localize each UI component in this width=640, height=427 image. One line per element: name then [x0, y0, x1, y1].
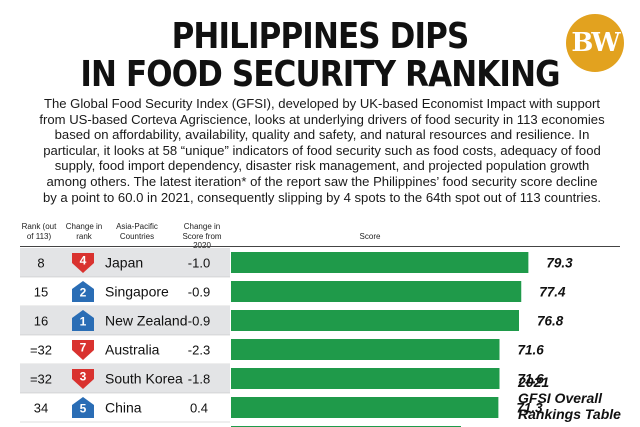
- caption-line-1: 2021: [518, 374, 550, 390]
- rank-change-value: 4: [80, 254, 87, 268]
- title-line-1: PHILIPPINES DIPS: [171, 16, 470, 57]
- header-country: Asia-Pacific Countries: [116, 222, 158, 241]
- score-bar: [231, 281, 522, 302]
- rank-value: 16: [34, 314, 48, 329]
- score-change-value: -1.8: [188, 372, 210, 387]
- page-title: PHILIPPINES DIPS IN FOOD SECURITY RANKIN…: [45, 18, 595, 94]
- row-background: [20, 306, 230, 335]
- rank-value: =32: [30, 372, 52, 387]
- rank-up-arrow-icon: [72, 397, 94, 418]
- score-change-value: -0.9: [188, 314, 210, 329]
- rank-down-arrow-icon: [72, 369, 94, 389]
- score-bar: [231, 397, 499, 418]
- caption-line-3: Rankings Table: [518, 406, 621, 422]
- header-score: Score: [359, 232, 381, 241]
- header-change-rank: Change in rank: [65, 222, 103, 241]
- row-background: [20, 364, 230, 393]
- score-label: 79.3: [546, 256, 573, 271]
- rank-value: 34: [34, 401, 48, 416]
- score-bar: [231, 339, 500, 360]
- rank-down-arrow-icon: [72, 340, 94, 360]
- score-label: 77.4: [539, 285, 566, 300]
- caption-line-2: GFSI Overall: [518, 390, 603, 406]
- country-name: New Zealand: [105, 313, 188, 329]
- rank-up-arrow-icon: [72, 281, 94, 302]
- score-label: 71.6: [518, 372, 545, 387]
- rank-value: 15: [34, 285, 48, 300]
- country-name: Australia: [105, 342, 160, 358]
- description-line: from US-based Corteva Agriscience, looks…: [39, 111, 605, 127]
- rank-change-value: 5: [80, 402, 87, 416]
- rank-value: 8: [37, 256, 44, 271]
- chart-caption: 2021 GFSI Overall Rankings Table: [518, 374, 638, 422]
- score-change-value: 0.4: [190, 401, 208, 416]
- rank-down-arrow-icon: [72, 253, 94, 273]
- rank-change-value: 1: [80, 315, 87, 329]
- row-background: [20, 248, 230, 277]
- description-line: supply, food import dependency, disaster…: [54, 158, 590, 174]
- description: The Global Food Security Index (GFSI), d…: [30, 96, 614, 205]
- header-change-score: Change in Score from 2020: [182, 222, 222, 250]
- description-line: among others. The latest iteration* of t…: [46, 173, 598, 189]
- score-label: 71.3: [516, 401, 543, 416]
- rank-change-value: 3: [80, 370, 87, 384]
- description-line: particular, it looks at 58 “unique” indi…: [43, 142, 601, 158]
- description-line: The Global Food Security Index (GFSI), d…: [43, 96, 601, 111]
- title-line-2: IN FOOD SECURITY RANKING: [80, 54, 560, 95]
- rank-change-value: 7: [80, 341, 87, 355]
- rank-up-arrow-icon: [72, 310, 94, 331]
- score-bar: [231, 310, 519, 331]
- score-bar: [231, 252, 529, 273]
- rank-change-value: 2: [80, 286, 87, 300]
- rank-value: =32: [30, 343, 52, 358]
- header-rank: Rank (out of 113): [21, 222, 57, 241]
- description-line: based on affordability, availability, qu…: [54, 127, 590, 143]
- description-line: by a point to 60.0 in 2021, consequently…: [42, 189, 602, 205]
- country-name: China: [105, 400, 142, 416]
- score-label: 76.8: [537, 314, 564, 329]
- score-bar: [231, 368, 500, 389]
- country-name: Japan: [105, 255, 143, 271]
- score-change-value: -1.0: [188, 256, 210, 271]
- header-divider: [20, 246, 620, 247]
- score-label: 71.6: [518, 343, 545, 358]
- country-name: South Korea: [105, 371, 183, 387]
- score-change-value: -0.9: [188, 285, 210, 300]
- bw-logo: BW: [566, 14, 624, 72]
- country-name: Singapore: [105, 284, 169, 300]
- score-change-value: -2.3: [188, 343, 210, 358]
